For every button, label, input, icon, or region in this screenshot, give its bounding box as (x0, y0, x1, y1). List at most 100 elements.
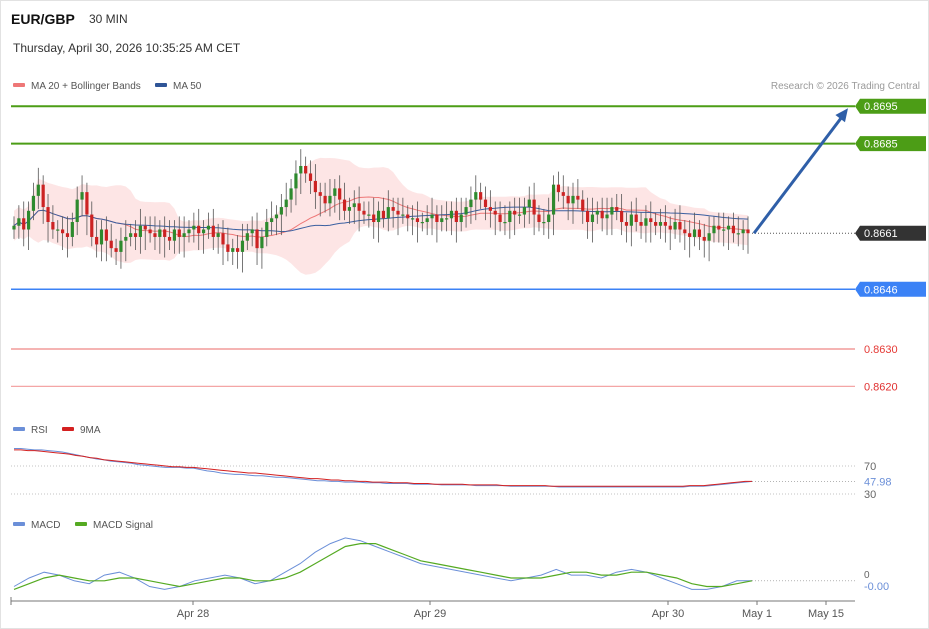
candle-body (289, 188, 293, 200)
candle-body (308, 173, 313, 181)
rsi-swatch (13, 427, 25, 432)
x-axis-label: Apr 30 (652, 608, 684, 620)
level-tag-resistance (855, 98, 926, 114)
legend-macd-signal-label: MACD Signal (93, 520, 154, 531)
candle-body (17, 218, 21, 226)
candle-body (425, 218, 429, 223)
candle-body (479, 192, 483, 200)
candle-body (449, 210, 454, 219)
candle-body (590, 214, 595, 223)
candle-body (440, 218, 444, 223)
candle-body (595, 210, 599, 215)
rsi-line (14, 448, 753, 488)
candle-body (56, 229, 60, 231)
candle-body (240, 240, 245, 252)
candle-body (741, 229, 745, 234)
candle-body (158, 229, 162, 237)
candle-body (31, 195, 36, 211)
candle-body (236, 248, 240, 252)
candle-body (187, 229, 191, 234)
level-value-red: 0.8630 (864, 344, 898, 356)
candle-body (342, 199, 347, 211)
candle-body (99, 229, 104, 245)
candles (12, 149, 750, 273)
candle-body (85, 192, 89, 215)
candle-body (454, 210, 458, 223)
candle-body (75, 199, 79, 223)
candle-body (265, 222, 269, 237)
candle-body (323, 195, 327, 204)
candle-body (663, 222, 667, 226)
macd-last-value: -0.00 (864, 581, 889, 593)
candle-body (391, 207, 395, 211)
candle-body (697, 229, 701, 237)
candle-body (542, 222, 546, 224)
candle-body (493, 210, 497, 215)
candle-body (357, 203, 361, 211)
candle-body (270, 218, 274, 223)
bollinger-band (14, 157, 748, 275)
candle-body (386, 207, 390, 219)
candle-body (250, 229, 254, 234)
candle-body (600, 210, 604, 219)
candle-body (148, 229, 152, 234)
candle-body (547, 214, 551, 223)
candle-body (376, 210, 381, 223)
candle-body (610, 207, 614, 215)
macd-line (13, 537, 752, 590)
candle-body (221, 233, 225, 245)
macd-swatch (13, 522, 25, 527)
candle-body (104, 229, 108, 241)
candle-body (255, 229, 259, 249)
candle-body (673, 222, 677, 230)
rsi-tick-label: 30 (864, 489, 876, 501)
candle-body (571, 195, 575, 204)
legend-9ma: 9MA (62, 425, 101, 436)
rsi-9ma-line (14, 449, 752, 487)
x-axis-label: Apr 29 (414, 608, 446, 620)
ma20-swatch (13, 83, 25, 88)
candle-body (644, 218, 648, 226)
candle-body (182, 233, 186, 237)
candle-body (245, 233, 249, 241)
rsi-last-value: 47.98 (864, 476, 892, 488)
candle-body (167, 236, 172, 241)
candle-body (231, 248, 235, 252)
candle-body (731, 225, 736, 234)
candle-body (192, 225, 196, 230)
candle-body (585, 210, 590, 223)
candle-body (537, 214, 541, 223)
candle-body (347, 207, 352, 211)
candle-body (566, 195, 570, 204)
candle-body (746, 229, 750, 234)
candle-body (328, 195, 332, 204)
forecast-arrow-head (835, 108, 848, 123)
candle-body (464, 207, 468, 215)
candle-body (445, 218, 449, 220)
candle-body (119, 240, 123, 252)
candle-body (41, 184, 45, 208)
legend-rsi: RSI (13, 425, 48, 436)
candle-body (561, 192, 565, 196)
candle-body (65, 233, 70, 237)
x-axis-label: May 1 (742, 608, 772, 620)
level-tag-support (855, 281, 926, 297)
candle-body (124, 236, 128, 241)
level-tag-current (855, 225, 926, 241)
candle-body (129, 233, 133, 237)
candle-body (333, 188, 337, 196)
candle-body (722, 229, 726, 231)
candle-body (702, 236, 706, 241)
interval-label: 30 MIN (89, 12, 128, 26)
legend-9ma-label: 9MA (80, 425, 101, 436)
candle-body (629, 214, 633, 226)
candle-body (649, 218, 653, 223)
candle-body (172, 229, 177, 241)
legend-ma50: MA 50 (155, 81, 201, 92)
candle-body (717, 225, 721, 230)
candle-body (279, 207, 283, 215)
legend-macd-signal: MACD Signal (75, 520, 153, 531)
candle-body (469, 199, 473, 208)
level-value-resistance: 0.8695 (864, 101, 898, 113)
